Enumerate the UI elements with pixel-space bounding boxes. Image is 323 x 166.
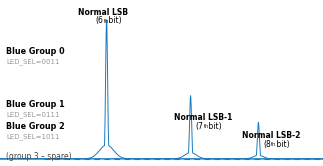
Text: LED_SEL=0011: LED_SEL=0011 (6, 58, 60, 65)
Text: th: th (203, 124, 209, 129)
Text: bit): bit) (206, 122, 222, 131)
Text: LED_SEL=1011: LED_SEL=1011 (6, 134, 60, 140)
Text: Normal LSB: Normal LSB (78, 8, 128, 17)
Text: th: th (271, 142, 276, 147)
Text: (7: (7 (196, 122, 203, 131)
Text: (6: (6 (96, 16, 103, 25)
Text: Normal LSB-1: Normal LSB-1 (174, 113, 233, 122)
Text: Normal LSB-2: Normal LSB-2 (242, 131, 300, 140)
Text: Blue Group 2: Blue Group 2 (6, 123, 65, 131)
Text: bit): bit) (274, 140, 289, 149)
Text: (8: (8 (264, 140, 271, 149)
Text: (group 3 – spare): (group 3 – spare) (6, 152, 72, 161)
Text: bit): bit) (106, 16, 121, 25)
Text: Blue Group 1: Blue Group 1 (6, 100, 65, 109)
Text: Blue Group 0: Blue Group 0 (6, 47, 65, 56)
Text: th: th (103, 19, 109, 24)
Text: LED_SEL=0111: LED_SEL=0111 (6, 111, 60, 118)
